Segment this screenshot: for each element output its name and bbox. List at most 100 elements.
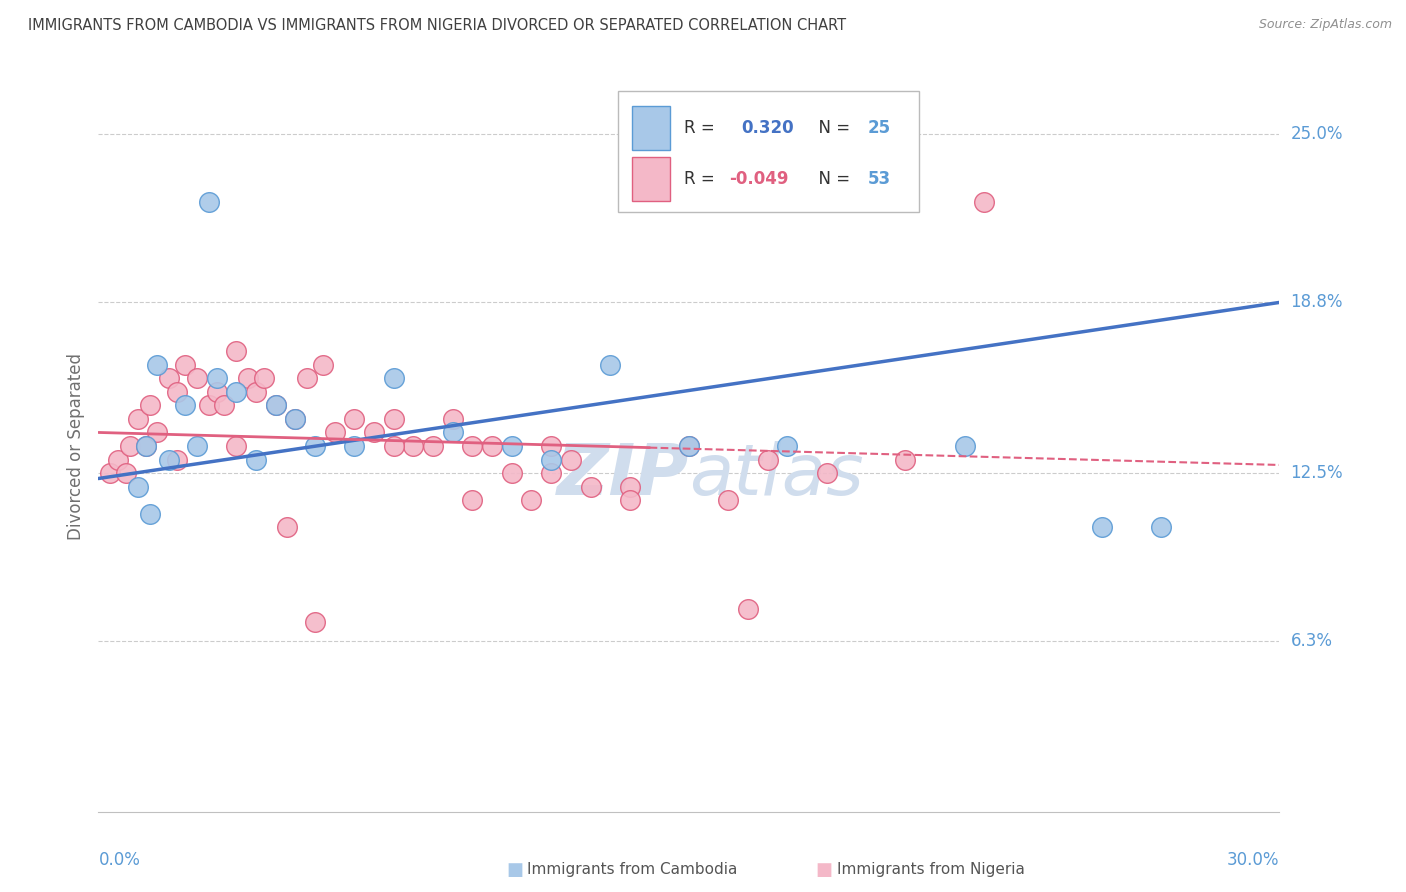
Point xyxy=(776,439,799,453)
Text: 53: 53 xyxy=(868,170,890,188)
Point xyxy=(166,384,188,399)
FancyBboxPatch shape xyxy=(633,106,671,150)
Text: Immigrants from Cambodia: Immigrants from Cambodia xyxy=(527,863,738,877)
Point xyxy=(461,439,484,453)
Text: atlas: atlas xyxy=(689,441,863,509)
Text: ■: ■ xyxy=(506,861,523,879)
Point xyxy=(146,358,169,372)
Point xyxy=(205,371,228,385)
Point xyxy=(236,371,259,385)
Point xyxy=(135,439,157,453)
Point xyxy=(481,439,503,453)
Point xyxy=(756,452,779,467)
Point xyxy=(225,439,247,453)
Text: 0.0%: 0.0% xyxy=(98,851,141,869)
Point xyxy=(98,466,121,480)
Text: N =: N = xyxy=(808,170,856,188)
Point xyxy=(225,384,247,399)
Point xyxy=(382,412,405,426)
Point xyxy=(343,439,366,453)
Point xyxy=(422,439,444,453)
Point xyxy=(363,425,385,440)
Point xyxy=(540,466,562,480)
Text: -0.049: -0.049 xyxy=(730,170,789,188)
Text: 18.8%: 18.8% xyxy=(1291,293,1343,311)
Point xyxy=(127,480,149,494)
Point xyxy=(441,412,464,426)
Point xyxy=(678,439,700,453)
Point xyxy=(166,452,188,467)
Point xyxy=(146,425,169,440)
Point xyxy=(815,466,838,480)
Point xyxy=(276,520,298,534)
Point xyxy=(157,452,180,467)
Point xyxy=(1091,520,1114,534)
Text: Immigrants from Nigeria: Immigrants from Nigeria xyxy=(837,863,1025,877)
Point xyxy=(186,371,208,385)
Point xyxy=(599,358,621,372)
Point xyxy=(135,439,157,453)
Point xyxy=(284,412,307,426)
Point xyxy=(737,601,759,615)
Point xyxy=(138,398,160,412)
Point xyxy=(245,452,267,467)
Text: ZIP: ZIP xyxy=(557,441,689,509)
Point xyxy=(157,371,180,385)
Point xyxy=(174,398,197,412)
Point xyxy=(214,398,236,412)
Point xyxy=(127,412,149,426)
Point xyxy=(382,439,405,453)
Point xyxy=(197,398,219,412)
Point xyxy=(174,358,197,372)
Point xyxy=(138,507,160,521)
Point xyxy=(323,425,346,440)
Point xyxy=(264,398,287,412)
Text: R =: R = xyxy=(685,119,725,136)
Point xyxy=(973,195,995,210)
Point xyxy=(295,371,318,385)
Point xyxy=(197,195,219,210)
Point xyxy=(245,384,267,399)
Text: 12.5%: 12.5% xyxy=(1291,464,1343,482)
Text: N =: N = xyxy=(808,119,856,136)
Point xyxy=(619,493,641,508)
Text: R =: R = xyxy=(685,170,720,188)
Point xyxy=(205,384,228,399)
Text: 25: 25 xyxy=(868,119,890,136)
Point xyxy=(304,615,326,629)
Point xyxy=(312,358,335,372)
Text: 25.0%: 25.0% xyxy=(1291,126,1343,144)
Point xyxy=(115,466,138,480)
Point xyxy=(225,344,247,359)
Point xyxy=(1150,520,1173,534)
Point xyxy=(284,412,307,426)
Text: Source: ZipAtlas.com: Source: ZipAtlas.com xyxy=(1258,18,1392,31)
Point xyxy=(186,439,208,453)
Point xyxy=(501,439,523,453)
FancyBboxPatch shape xyxy=(633,157,671,201)
Point xyxy=(540,439,562,453)
Point xyxy=(402,439,425,453)
Point xyxy=(343,412,366,426)
Point xyxy=(579,480,602,494)
Text: IMMIGRANTS FROM CAMBODIA VS IMMIGRANTS FROM NIGERIA DIVORCED OR SEPARATED CORREL: IMMIGRANTS FROM CAMBODIA VS IMMIGRANTS F… xyxy=(28,18,846,33)
Point xyxy=(560,452,582,467)
Text: 30.0%: 30.0% xyxy=(1227,851,1279,869)
FancyBboxPatch shape xyxy=(619,91,920,212)
Point xyxy=(520,493,543,508)
Point xyxy=(461,493,484,508)
Point xyxy=(441,425,464,440)
Point xyxy=(678,439,700,453)
Text: 6.3%: 6.3% xyxy=(1291,632,1333,650)
Point xyxy=(619,480,641,494)
Text: 0.320: 0.320 xyxy=(741,119,793,136)
Point xyxy=(107,452,129,467)
Text: ■: ■ xyxy=(815,861,832,879)
Point xyxy=(118,439,141,453)
Point xyxy=(717,493,740,508)
Y-axis label: Divorced or Separated: Divorced or Separated xyxy=(66,352,84,540)
Point xyxy=(264,398,287,412)
Point xyxy=(894,452,917,467)
Point xyxy=(304,439,326,453)
Point xyxy=(501,466,523,480)
